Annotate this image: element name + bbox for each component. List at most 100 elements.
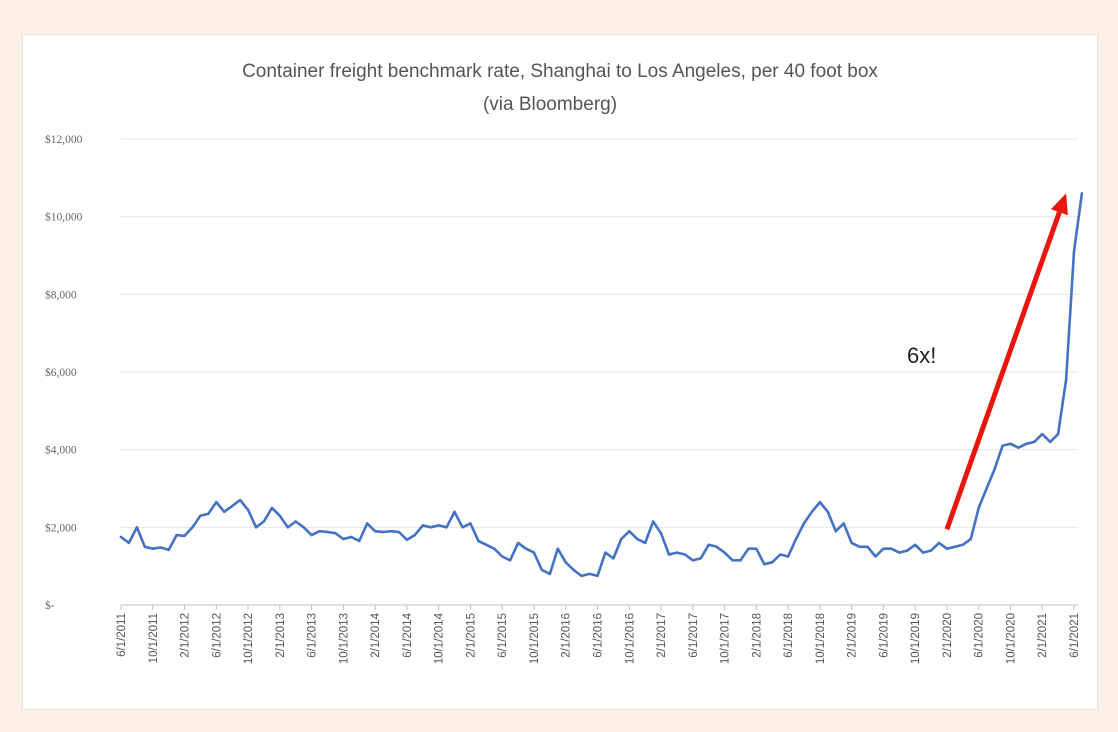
data-point <box>119 535 123 539</box>
data-point <box>191 526 194 529</box>
data-point <box>953 545 957 548</box>
y-tick-label: $2,000 <box>45 521 77 534</box>
data-point <box>1001 444 1004 447</box>
data-point <box>350 535 353 539</box>
data-point <box>175 533 178 537</box>
data-point <box>1064 378 1068 381</box>
x-tick-label: 10/1/2017 <box>720 613 732 664</box>
x-tick-label: 10/1/2014 <box>434 612 446 664</box>
data-point <box>667 553 671 556</box>
data-point <box>731 559 734 562</box>
x-tick-label: 2/1/2015 <box>465 613 477 658</box>
data-point <box>985 487 988 490</box>
x-tick-label: 2/1/2017 <box>656 613 668 658</box>
y-tick-label: $4,000 <box>45 444 77 457</box>
data-point <box>278 514 281 517</box>
data-point <box>961 543 964 546</box>
y-axis-tick-labels: $- $2,000 $4,000 $6,000 $8,000 $10,000 $12,000 <box>45 133 83 612</box>
data-point <box>866 545 869 548</box>
data-point <box>540 568 544 572</box>
chart-title: Container freight benchmark rate, Shangh… <box>242 61 878 82</box>
data-point <box>906 549 909 552</box>
data-point <box>794 537 798 541</box>
data-point <box>1009 442 1012 445</box>
data-point <box>612 557 615 560</box>
x-tick-label: 6/1/2011 <box>116 613 128 657</box>
x-tick-label: 6/1/2021 <box>1069 613 1081 658</box>
data-point <box>135 526 139 529</box>
line-chart: Container freight benchmark rate, Shangh… <box>45 61 1084 664</box>
y-tick-label: $6,000 <box>45 366 77 379</box>
data-point <box>937 541 941 545</box>
data-point <box>524 547 528 550</box>
data-point <box>389 530 393 533</box>
data-point <box>437 524 440 527</box>
x-tick-label: 10/1/2018 <box>815 613 827 664</box>
data-point <box>858 545 861 548</box>
data-point <box>628 530 631 533</box>
data-point <box>699 557 702 560</box>
data-point <box>151 547 154 550</box>
x-tick-label: 2/1/2019 <box>847 613 859 658</box>
x-tick-label: 10/1/2013 <box>338 613 350 664</box>
data-point <box>207 512 210 515</box>
x-tick-label: 10/1/2015 <box>529 613 541 664</box>
x-axis: 6/1/2011 10/1/2011 2/1/2012 6/1/2012 10/1/20… <box>116 604 1081 664</box>
x-tick-label: 10/1/2016 <box>624 613 636 664</box>
data-point <box>763 563 766 566</box>
data-point <box>675 551 679 554</box>
y-tick-label: $10,000 <box>45 211 83 224</box>
gridlines <box>121 138 1078 528</box>
data-point <box>381 530 385 534</box>
x-tick-label: 6/1/2017 <box>688 613 700 658</box>
data-point <box>548 572 552 576</box>
data-point <box>779 553 782 556</box>
data-point <box>786 555 790 558</box>
data-point <box>826 510 829 513</box>
x-tick-label: 6/1/2019 <box>878 613 890 658</box>
data-point <box>318 530 321 533</box>
x-tick-label: 2/1/2016 <box>561 613 573 658</box>
data-point <box>898 551 901 554</box>
x-tick-label: 10/1/2011 <box>148 613 160 663</box>
data-point <box>294 520 297 523</box>
data-point <box>469 522 472 525</box>
data-point <box>1056 432 1060 436</box>
data-point <box>1033 440 1036 444</box>
data-point <box>1072 250 1076 253</box>
x-tick-label: 2/1/2020 <box>942 613 954 658</box>
data-point <box>929 549 933 552</box>
data-point <box>993 467 996 471</box>
x-tick-label: 6/1/2016 <box>593 613 605 658</box>
data-point <box>1049 440 1052 444</box>
data-point <box>969 537 972 541</box>
data-point <box>723 551 726 554</box>
x-tick-label: 6/1/2013 <box>307 613 319 658</box>
data-point <box>477 539 480 543</box>
data-point <box>771 561 774 564</box>
data-point <box>715 545 718 548</box>
x-tick-label: 6/1/2014 <box>402 612 414 657</box>
data-point <box>199 514 202 517</box>
data-point <box>461 526 464 529</box>
data-point <box>223 510 226 513</box>
data-point <box>326 530 329 534</box>
x-tick-label: 2/1/2021 <box>1037 613 1049 658</box>
data-point <box>636 537 639 541</box>
x-tick-label: 2/1/2014 <box>370 612 382 657</box>
y-tick-label: $12,000 <box>45 133 83 146</box>
data-point <box>802 522 806 525</box>
chart-card: Container freight benchmark rate, Shangh… <box>22 34 1098 710</box>
data-point <box>342 537 345 541</box>
data-point <box>445 526 448 529</box>
data-point <box>755 547 758 550</box>
data-point <box>238 498 242 502</box>
data-point <box>127 541 131 545</box>
x-tick-label: 2/1/2012 <box>180 613 192 658</box>
data-point <box>874 555 877 558</box>
data-point <box>810 510 814 513</box>
data-point <box>890 547 893 550</box>
data-point <box>588 572 591 576</box>
series-line <box>119 192 1084 578</box>
series-layer <box>119 192 1084 578</box>
